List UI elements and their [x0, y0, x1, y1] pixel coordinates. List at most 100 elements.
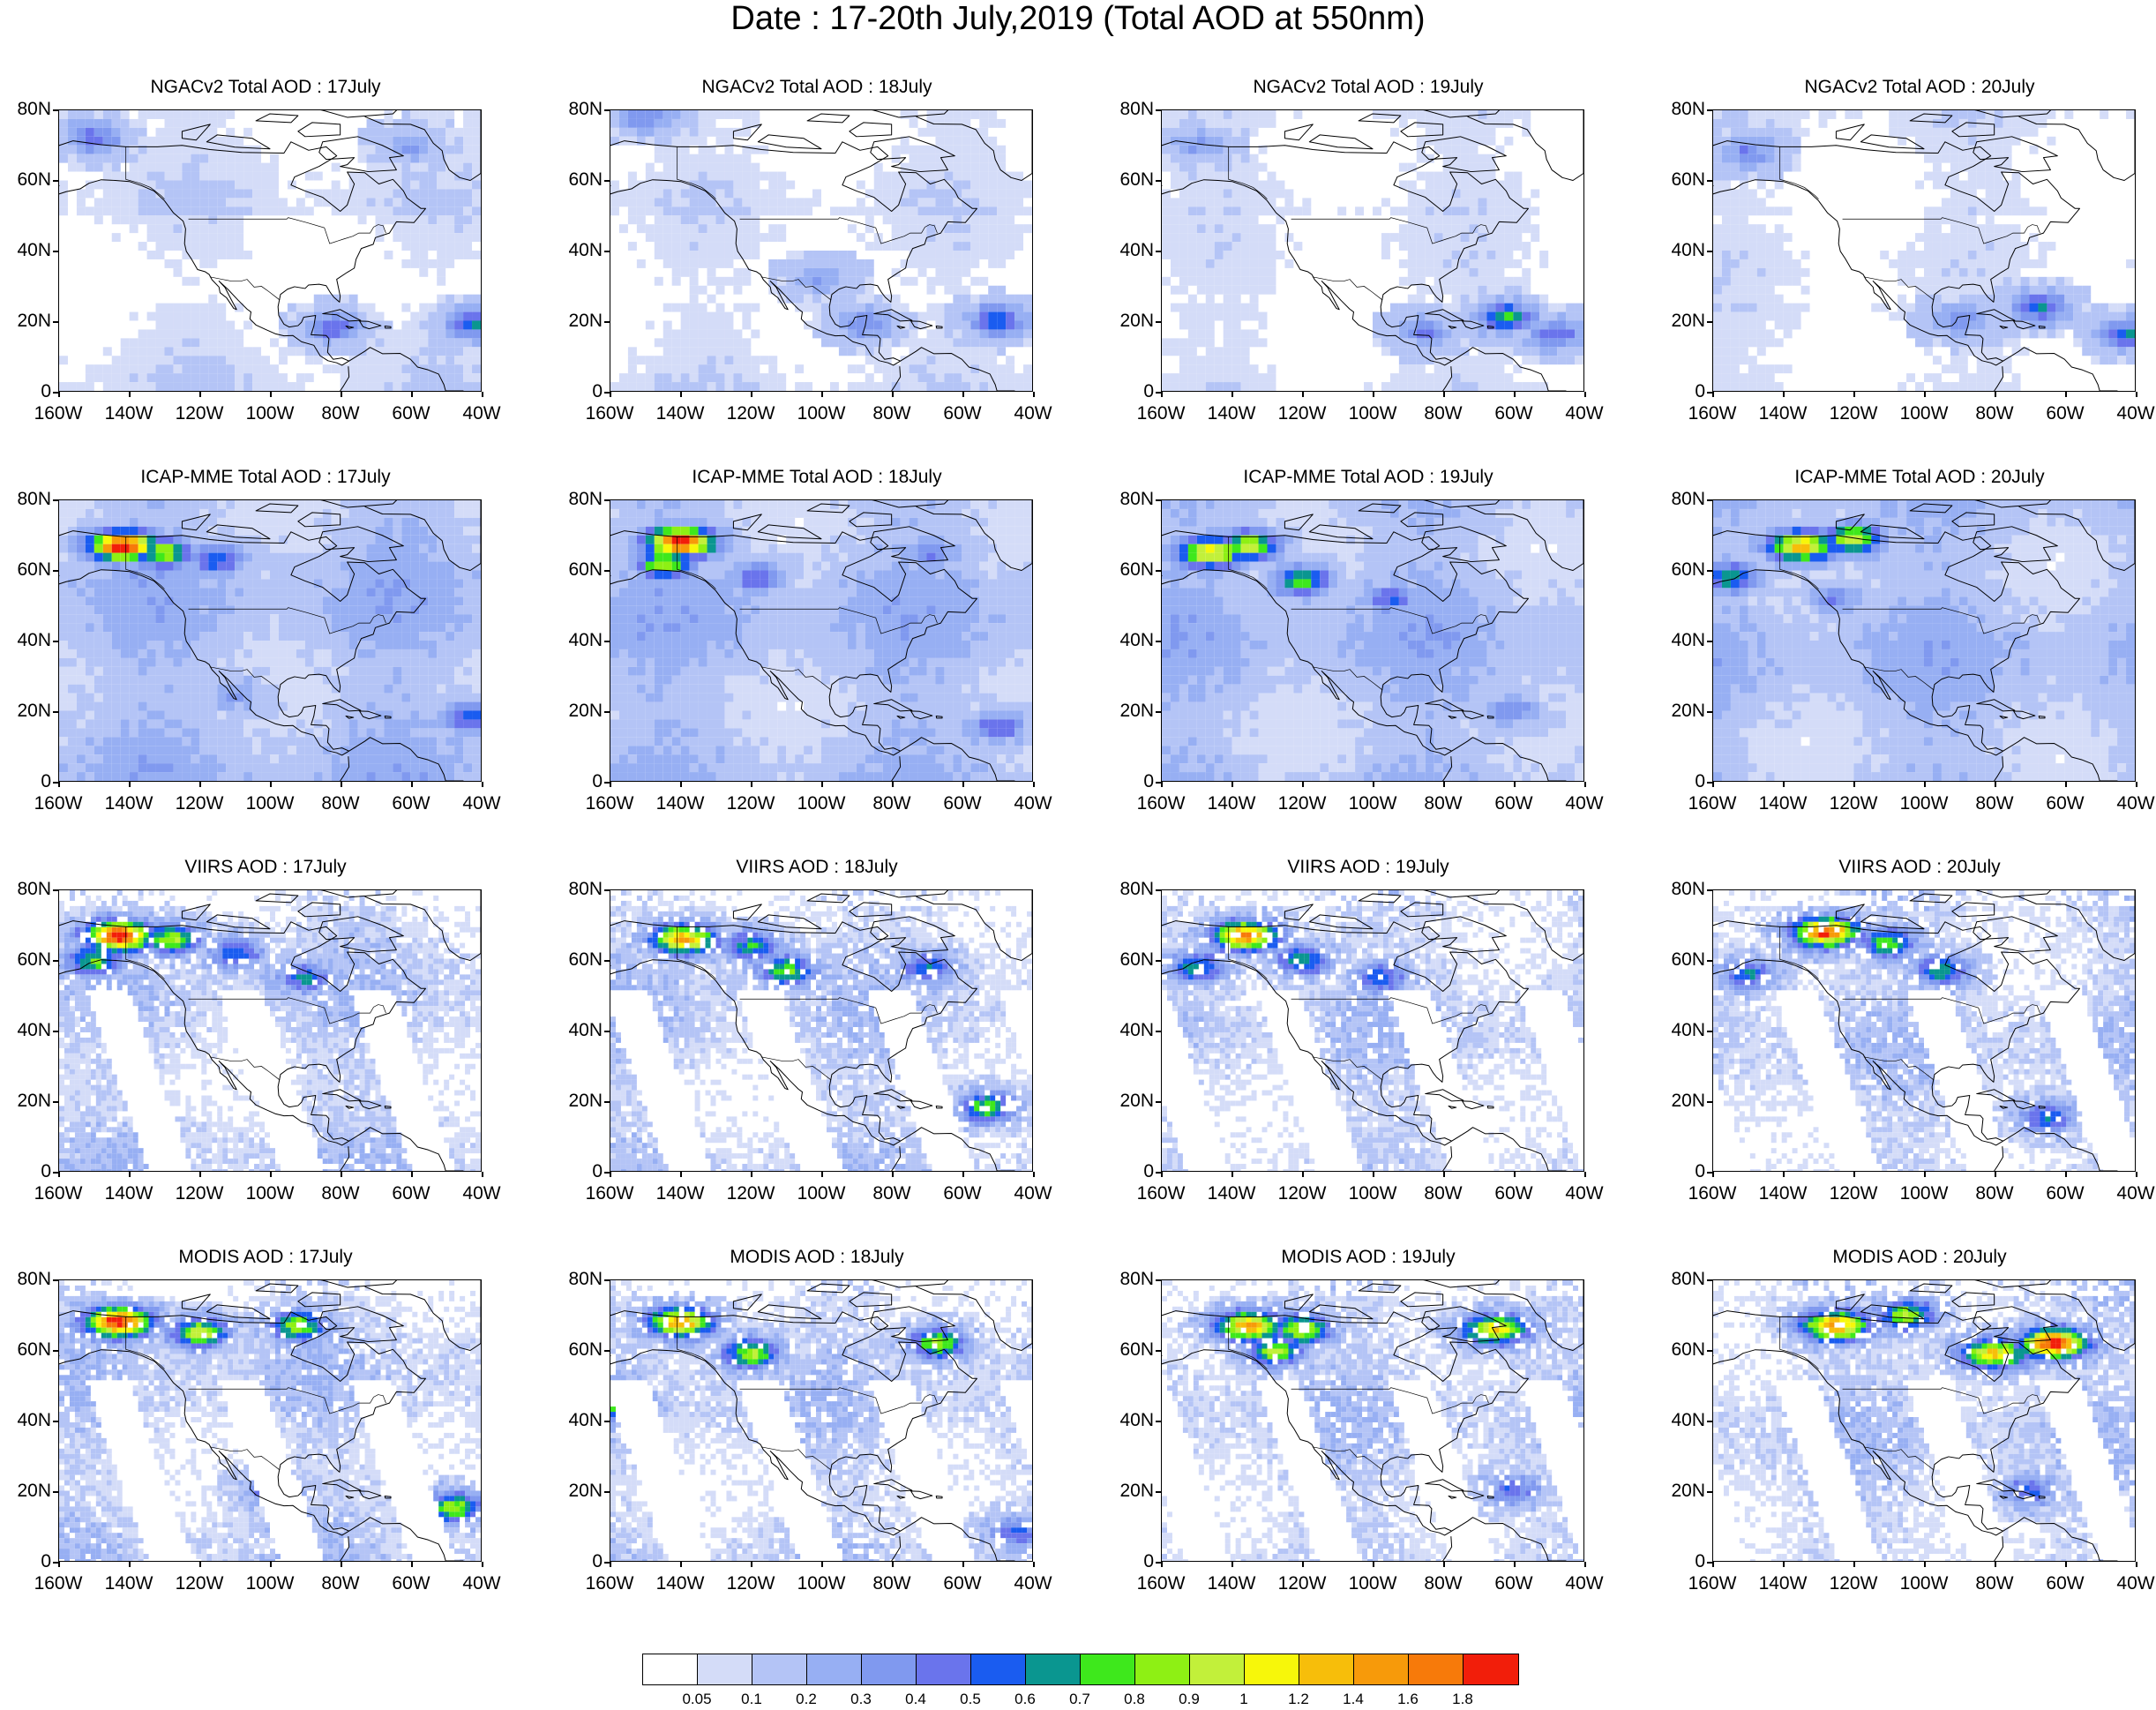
- aod-field: [1713, 1280, 2135, 1561]
- lon-tick-label: 140W: [1196, 403, 1267, 424]
- lat-tick-label: 20N: [551, 1091, 603, 1111]
- lat-tick: [53, 1491, 58, 1493]
- country-borders: [1228, 926, 1489, 1081]
- aod-map: [1162, 110, 1583, 391]
- coastlines: [1162, 1280, 1583, 1561]
- lat-tick: [1156, 251, 1161, 252]
- lon-tick: [1924, 782, 1926, 787]
- lon-tick: [1584, 782, 1586, 787]
- lon-tick: [1033, 782, 1035, 787]
- lat-tick: [53, 960, 58, 962]
- map-panel-viirs-2: VIIRS AOD : 18July 80N 60N 40N 20N 0 160W 140W 1…: [551, 856, 1052, 1213]
- lon-tick-label: 160W: [1126, 1573, 1196, 1594]
- country-borders: [1779, 1316, 2040, 1471]
- map-area: [58, 499, 482, 782]
- lat-tick: [604, 1279, 610, 1281]
- lon-tick-label: 100W: [1889, 1183, 1959, 1204]
- lat-tick-label: 20N: [551, 1481, 603, 1501]
- lat-tick: [1156, 641, 1161, 642]
- lon-tick: [341, 1562, 342, 1567]
- lon-tick: [1783, 1172, 1785, 1177]
- lon-tick: [411, 1562, 413, 1567]
- lon-tick-label: 60W: [927, 403, 998, 424]
- country-borders: [1779, 536, 2040, 691]
- colorbar-swatch: [643, 1654, 698, 1684]
- lon-tick-label: 120W: [1267, 1183, 1337, 1204]
- lon-tick-label: 40W: [446, 793, 517, 814]
- map-area: [1712, 889, 2136, 1172]
- lon-tick: [1712, 782, 1714, 787]
- lat-tick: [1156, 1350, 1161, 1352]
- lon-tick: [1514, 1562, 1516, 1567]
- lon-tick-label: 80W: [1408, 1183, 1479, 1204]
- lat-tick-label: 60N: [1654, 170, 1705, 190]
- lat-tick: [53, 251, 58, 252]
- aod-field: [1162, 1280, 1583, 1561]
- lon-tick-label: 100W: [1889, 1573, 1959, 1594]
- colorbar-swatch: [1245, 1654, 1299, 1684]
- lon-tick-label: 100W: [786, 1573, 857, 1594]
- lon-tick-label: 100W: [1889, 793, 1959, 814]
- aod-map: [59, 500, 481, 781]
- lon-tick-label: 160W: [574, 793, 645, 814]
- lon-tick: [1514, 1172, 1516, 1177]
- map-panel-icap-mme-2: ICAP-MME Total AOD : 18July 80N 60N 40N 20N 0…: [551, 466, 1052, 823]
- colorbar-swatch: [971, 1654, 1026, 1684]
- lat-tick-label: 20N: [1654, 311, 1705, 331]
- lon-tick-label: 160W: [1126, 1183, 1196, 1204]
- aod-field: [1713, 110, 2135, 391]
- colorbar-label: 1.2: [1272, 1691, 1325, 1708]
- lon-tick-label: 40W: [446, 403, 517, 424]
- lat-tick: [1707, 109, 1712, 111]
- lat-tick-label: 0: [0, 382, 51, 401]
- aod-field: [610, 500, 1032, 781]
- lon-tick-label: 80W: [1959, 403, 2030, 424]
- lat-tick: [604, 570, 610, 572]
- lon-tick: [1853, 1562, 1855, 1567]
- lon-tick: [1033, 392, 1035, 397]
- lat-tick: [1156, 1101, 1161, 1103]
- lat-tick-label: 40N: [551, 631, 603, 650]
- lat-tick-label: 60N: [1103, 1340, 1154, 1360]
- aod-field: [59, 500, 481, 781]
- lat-tick: [604, 109, 610, 111]
- lon-tick-label: 80W: [1959, 793, 2030, 814]
- lat-tick-label: 20N: [0, 1481, 51, 1501]
- lat-tick-label: 60N: [0, 1340, 51, 1360]
- lon-tick: [1302, 392, 1304, 397]
- lon-tick: [962, 782, 964, 787]
- lat-tick: [53, 1279, 58, 1281]
- lat-tick-label: 40N: [1654, 1411, 1705, 1430]
- lat-tick: [604, 782, 610, 784]
- lon-tick-label: 140W: [1748, 793, 1818, 814]
- lon-tick: [680, 1172, 682, 1177]
- lat-tick-label: 20N: [551, 311, 603, 331]
- lon-tick: [1231, 392, 1233, 397]
- lat-tick-label: 20N: [551, 701, 603, 721]
- lat-tick-label: 60N: [1654, 1340, 1705, 1360]
- lon-tick: [680, 1562, 682, 1567]
- lon-tick-label: 160W: [1126, 793, 1196, 814]
- map-panel-viirs-1: VIIRS AOD : 17July 80N 60N 40N 20N 0 160W 140W 1…: [0, 856, 500, 1213]
- lat-tick-label: 80N: [1654, 100, 1705, 119]
- lon-tick-label: 100W: [786, 1183, 857, 1204]
- lat-tick-label: 0: [551, 1162, 603, 1181]
- lat-tick-label: 60N: [1654, 560, 1705, 580]
- lon-tick-label: 100W: [786, 403, 857, 424]
- aod-field: [59, 110, 481, 391]
- lon-tick: [610, 782, 611, 787]
- lon-tick-label: 40W: [998, 1573, 1068, 1594]
- lon-tick-label: 160W: [1677, 1573, 1748, 1594]
- lon-tick-label: 80W: [1959, 1573, 2030, 1594]
- lon-tick-label: 100W: [1889, 403, 1959, 424]
- lon-tick-label: 120W: [715, 403, 786, 424]
- lat-tick: [53, 889, 58, 891]
- lon-tick: [892, 1562, 894, 1567]
- aod-map: [59, 1280, 481, 1561]
- lat-tick: [1707, 570, 1712, 572]
- colorbar-swatch: [917, 1654, 971, 1684]
- lon-tick-label: 120W: [164, 403, 235, 424]
- lat-tick-label: 20N: [1654, 701, 1705, 721]
- country-borders: [125, 536, 386, 691]
- lon-tick-label: 100W: [235, 1573, 305, 1594]
